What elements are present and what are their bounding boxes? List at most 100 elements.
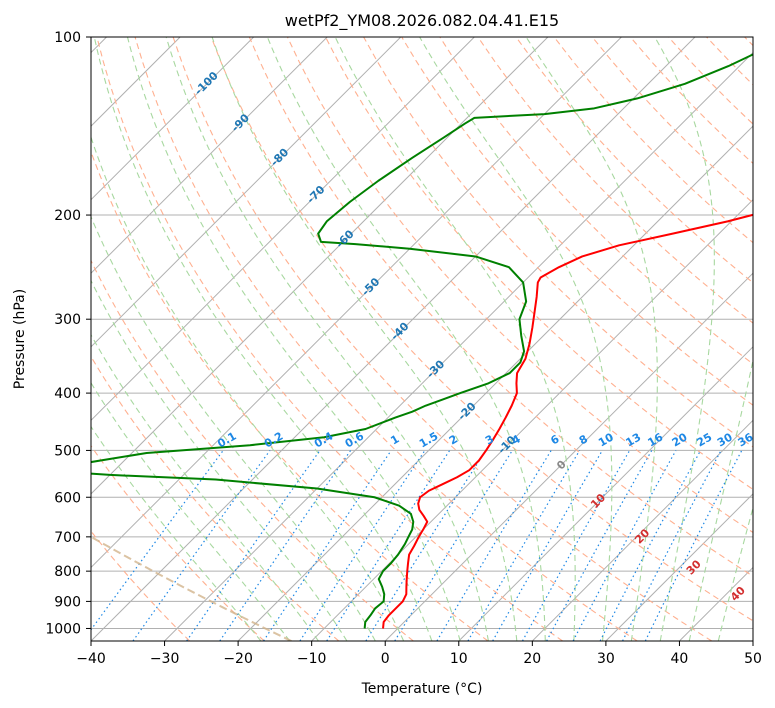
moist-adiabat (654, 37, 715, 641)
x-axis-label: Temperature (°C) (361, 681, 483, 697)
moist-adiabat (91, 215, 376, 641)
y-tick-label: 500 (54, 443, 81, 459)
isotherm-line (164, 51, 753, 641)
mixing-ratio-line (394, 450, 513, 641)
mixing-ratio-line (219, 450, 352, 641)
isotherm-line (91, 37, 622, 569)
x-tick-label: 20 (523, 651, 541, 667)
isotherm-line (91, 37, 402, 348)
moist-adiabat (211, 37, 518, 641)
dry-adiabat (134, 37, 638, 641)
mixing-ratio-line (572, 450, 677, 641)
mixing-ratio-label: 10 (596, 430, 616, 449)
dry-adiabat (668, 37, 753, 125)
isotherm-label: -50 (359, 275, 382, 298)
y-tick-label: 300 (54, 312, 81, 328)
x-tick-label: 10 (450, 651, 468, 667)
moist-adiabat (91, 333, 319, 641)
dry-adiabat (591, 37, 753, 204)
dry-adiabat (325, 37, 753, 491)
x-tick-label: 50 (744, 651, 762, 667)
y-tick-label: 100 (54, 30, 81, 46)
mixing-ratio-label: 8 (577, 432, 590, 447)
dry-adiabat (210, 37, 753, 622)
dry-adiabat (706, 37, 753, 86)
dry-adiabat (91, 355, 340, 641)
x-tick-label: −40 (76, 651, 106, 667)
mixing-ratio-line (186, 450, 321, 641)
moist-adiabat (126, 37, 461, 641)
plot-frame (90, 36, 754, 642)
mixing-ratio-line (436, 450, 552, 641)
plot-area (91, 37, 753, 641)
mixing-ratio-line (299, 450, 426, 641)
moist-adiabat (688, 357, 753, 641)
isotherm-line (91, 37, 475, 422)
isotherm-line (384, 272, 753, 641)
dry-adiabat (515, 37, 753, 284)
moist-adiabat (419, 37, 613, 641)
mixing-ratio-label: 6 (548, 432, 561, 447)
isotherm-line (91, 37, 549, 495)
dry-adiabat (248, 37, 753, 577)
moist-adiabat (91, 381, 291, 641)
isotherm-line (91, 37, 328, 274)
mixing-ratio-line (546, 450, 653, 641)
isotherm-line (605, 493, 753, 641)
isotherm-line (91, 37, 255, 201)
moist-adiabat-label: 20 (632, 526, 652, 546)
moist-adiabat (334, 37, 576, 641)
mixing-ratio-label: 3 (483, 432, 496, 447)
mixing-ratio-line (644, 450, 743, 641)
dry-adiabat (91, 444, 265, 641)
mixing-ratio-line (467, 450, 581, 641)
x-tick-label: 40 (670, 651, 688, 667)
y-axis-label: Pressure (hPa) (12, 289, 28, 389)
isotherm-line (237, 125, 753, 641)
x-tick-label: −10 (297, 651, 327, 667)
y-tick-label: 600 (54, 490, 81, 506)
dry-adiabat (91, 259, 414, 641)
y-tick-label: 800 (54, 564, 81, 580)
isotherm-line (679, 566, 753, 641)
moist-adiabat (165, 37, 489, 641)
chart-title: wetPf2_YM08.2026.082.04.41.E15 (285, 11, 559, 31)
isotherm-label: -20 (455, 399, 478, 422)
mixing-ratio-label: 16 (646, 430, 666, 449)
dry-adiabat (286, 37, 753, 534)
mixing-ratio-line (326, 450, 451, 641)
isotherm-label: -100 (192, 69, 221, 98)
isotherm-line (531, 419, 753, 641)
x-tick-label: 0 (381, 651, 390, 667)
moist-adiabat-label: 40 (728, 584, 748, 604)
y-tick-label: 200 (54, 208, 81, 224)
isotherm-label: -90 (229, 111, 252, 134)
mixing-ratio-line (365, 450, 487, 641)
dry-adiabat (744, 37, 753, 47)
moist-adiabat (525, 37, 658, 641)
isotherm-label: -80 (268, 145, 291, 168)
temperature-profile (382, 213, 753, 629)
mixing-ratio-label: 20 (670, 430, 690, 449)
dry-adiabat (172, 37, 713, 641)
moist-adiabat (266, 37, 546, 641)
dry-adiabat (439, 37, 753, 365)
dry-adiabat (91, 150, 489, 641)
axes: −40 −30 −20 −10 0 10 20 30 40 5010020030040050060… (45, 30, 762, 667)
x-tick-label: −20 (223, 651, 253, 667)
isotherm-line (91, 37, 696, 641)
isotherm-line (458, 346, 753, 641)
y-tick-label: 700 (54, 530, 81, 546)
moist-adiabat (91, 425, 262, 641)
isotherm-label: -70 (304, 183, 327, 206)
dewpoint-profile (91, 53, 753, 629)
y-tick-label: 1000 (45, 622, 81, 638)
x-tick-label: 30 (597, 651, 615, 667)
moist-adiabat (717, 505, 753, 641)
y-tick-label: 400 (54, 386, 81, 402)
mixing-ratio-label: 0.2 (262, 429, 285, 450)
mixing-ratio-label: 30 (715, 430, 735, 449)
line-labels: -100-90-80-70-60-50-40-30-20-100.1 0.2 0.4… (192, 69, 756, 604)
mixing-ratio-line (599, 450, 702, 641)
